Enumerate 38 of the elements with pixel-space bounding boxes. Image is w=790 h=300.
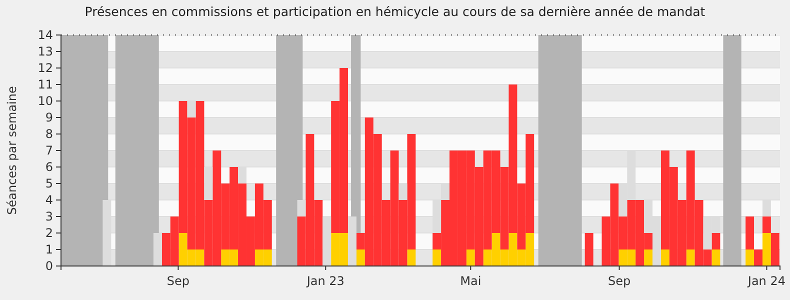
y-axis-title: Séances par semaine	[5, 86, 19, 215]
bar	[746, 216, 754, 250]
bar	[584, 233, 594, 266]
y-tick-label: 5	[45, 176, 53, 190]
x-tick-label: Jan 23	[306, 274, 344, 288]
bar	[770, 233, 780, 266]
y-tick-label: 4	[45, 192, 53, 207]
bar	[712, 233, 720, 250]
y-tick-label: 13	[38, 44, 53, 58]
y-tick-label: 9	[45, 110, 53, 124]
y-tick-label: 14	[38, 28, 53, 42]
bar	[686, 250, 695, 266]
y-tick-label: 3	[45, 209, 53, 224]
bar	[660, 250, 670, 266]
bar	[432, 250, 442, 266]
chart-title: Présences en commissions et participation en hémicycle au cours de sa dernière année de mandat	[84, 4, 706, 19]
y-tick-label: 12	[38, 60, 53, 75]
bar	[407, 250, 416, 266]
y-tick-label: 0	[45, 258, 53, 273]
x-tick-label: Sep	[608, 274, 631, 288]
bar	[762, 216, 771, 233]
y-tick-label: 10	[38, 94, 53, 108]
y-tick-label: 1	[45, 242, 53, 256]
y-tick-label: 6	[45, 160, 53, 174]
bar	[762, 233, 771, 266]
bar	[644, 250, 653, 266]
y-tick-label: 2	[45, 226, 53, 240]
y-tick-label: 11	[38, 77, 53, 92]
y-tick-label: 7	[45, 143, 53, 158]
y-tick-label: 8	[45, 126, 53, 141]
bar	[754, 250, 762, 266]
bar	[746, 250, 754, 266]
x-tick-label: Jan 24	[746, 274, 786, 288]
bar	[356, 250, 365, 266]
bar	[712, 250, 720, 266]
x-tick-label: Mai	[460, 274, 482, 288]
x-tick-label: Sep	[166, 274, 190, 288]
bar	[466, 250, 475, 266]
